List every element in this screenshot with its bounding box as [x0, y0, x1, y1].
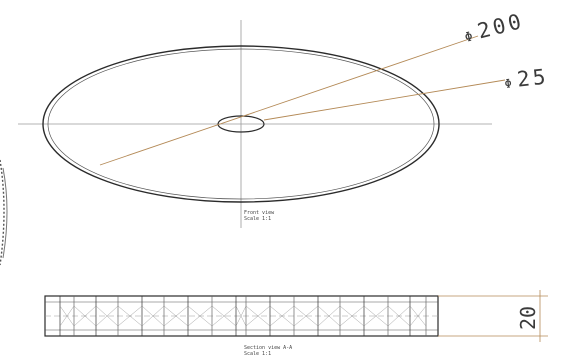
section-hatch [59, 305, 75, 327]
front-view-title: Front view [244, 210, 275, 216]
section-hatch [339, 305, 365, 327]
outer-disc-outline [42, 45, 440, 203]
hub-diameter-callout: Φ 25 [504, 64, 550, 91]
front-view-scale: Scale 1:1 [244, 216, 271, 222]
section-hatch [409, 305, 427, 327]
front-view [42, 45, 440, 203]
section-hatch [95, 305, 119, 327]
thickness-dimension: 20 [438, 290, 548, 342]
section-hatch [269, 305, 295, 327]
hub-diameter-value: 25 [516, 64, 550, 91]
thickness-value: 20 [516, 306, 540, 330]
section-hatch [163, 305, 189, 327]
section-hatch [363, 305, 389, 327]
hub-diameter-symbol: Φ [504, 76, 513, 91]
outer-diameter-leader [99, 35, 479, 166]
section-rib-lines [59, 296, 427, 336]
center-lines [18, 20, 492, 228]
section-hatch [245, 305, 271, 327]
leader-lines [99, 35, 506, 166]
outer-diameter-value: 200 [475, 9, 526, 44]
section-hatch [235, 305, 247, 327]
section-hatch [317, 305, 341, 327]
section-hatch [293, 305, 319, 327]
section-view-scale: Scale 1:1 [244, 351, 271, 357]
cropped-knurled-edge [0, 159, 8, 266]
section-view [44, 295, 439, 337]
outer-diameter-symbol: Φ [463, 29, 474, 45]
section-hatch [187, 305, 213, 327]
section-hatch [211, 305, 237, 327]
hub-bore [217, 115, 265, 133]
section-view-label: Section view A-A Scale 1:1 [244, 345, 292, 357]
outer-disc-inner-edge [47, 48, 435, 200]
section-view-title: Section view A-A [244, 345, 292, 351]
section-hatch [117, 305, 143, 327]
section-hatch [387, 305, 411, 327]
front-view-label: Front view Scale 1:1 [244, 210, 275, 222]
section-hatch [73, 305, 97, 327]
hub-diameter-leader [263, 79, 506, 121]
outer-diameter-callout: Φ 200 [463, 9, 526, 46]
section-hatch [141, 305, 165, 327]
